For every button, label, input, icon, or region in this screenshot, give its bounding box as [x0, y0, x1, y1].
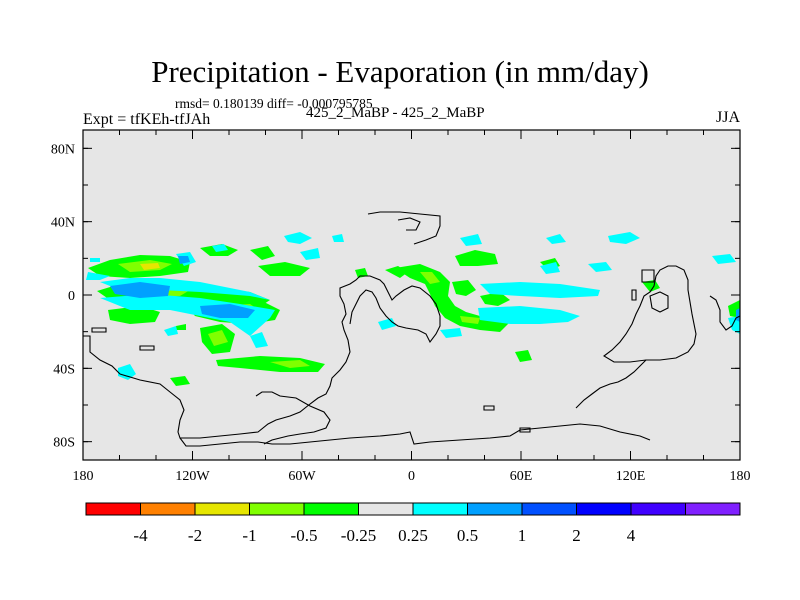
region-lime-io	[460, 316, 480, 324]
contour-fields	[86, 232, 740, 386]
lat-tick-label: 40N	[51, 216, 75, 231]
lon-tick-label: 60W	[288, 469, 316, 484]
colorbar-label: -0.25	[341, 526, 376, 545]
region-green-atlantic	[258, 262, 310, 276]
region-cyan-dateline-n	[712, 254, 736, 264]
coast-eurasia-north	[367, 211, 441, 245]
region-cyan-asia-ne	[546, 234, 566, 244]
region-cyan-np-east	[212, 244, 228, 252]
region-lime-africa	[420, 272, 440, 284]
region-cyan-pacific-n	[608, 232, 640, 244]
region-cyan-arctic-small	[90, 258, 100, 262]
coast-mediterranean	[397, 217, 421, 231]
region-cyan-mex	[284, 232, 312, 244]
lon-tick-label: 120E	[616, 469, 646, 484]
colorbar-swatch	[249, 502, 305, 516]
coast-americas	[83, 275, 441, 439]
region-cyan-io-eq	[478, 306, 580, 324]
region-green-indian	[455, 250, 498, 266]
region-green-south-pacific	[108, 306, 160, 324]
colorbar-swatch	[412, 502, 468, 516]
region-cyan-wp	[588, 262, 612, 272]
experiment-label: Expt = tfKEh-tfJAh	[83, 111, 211, 128]
coast-tasman	[709, 295, 740, 331]
center-subtitle: 425_2_MaBP - 425_2_MaBP	[306, 105, 485, 121]
colorbar-swatch	[630, 502, 686, 516]
lon-tick-label: 180	[730, 469, 751, 484]
region-green-cent-america	[250, 246, 275, 260]
colorbar-label: 0.5	[457, 526, 478, 545]
season-label: JJA	[716, 109, 741, 126]
region-green-west-africa	[395, 264, 510, 332]
colorbar-label: 1	[518, 526, 527, 545]
region-green-south-io	[515, 350, 532, 362]
region-lime-sp-south	[208, 330, 228, 346]
region-cyan-io	[480, 282, 600, 298]
colorbar-label: -2	[188, 526, 202, 545]
colorbar-swatch	[85, 502, 141, 516]
colorbar-label: 0.25	[398, 526, 428, 545]
map-title: Precipitation - Evaporation (in mm/day)	[151, 54, 649, 89]
colorbar-swatch	[467, 502, 523, 516]
colorbar-swatch	[521, 502, 577, 516]
colorbar-label: -0.5	[291, 526, 318, 545]
colorbar-swatch	[140, 502, 196, 516]
coast-small-isl-2	[139, 345, 155, 351]
lat-tick-label: 40S	[53, 362, 75, 377]
coast-small-isl-3	[483, 405, 495, 411]
continent-outlines	[83, 211, 740, 447]
region-yellow-nw-pacific	[140, 263, 160, 270]
region-cyan-south-pac	[118, 364, 136, 380]
colorbar-swatch	[194, 502, 250, 516]
coast-australia	[603, 265, 697, 363]
axis-ticks	[82, 130, 741, 460]
region-blue-equatorial-pacific	[200, 304, 255, 318]
lat-tick-label: 80N	[51, 142, 75, 157]
region-cyan-phil	[540, 262, 560, 274]
colorbar-label: -1	[242, 526, 256, 545]
colorbar: -4 -2 -1 -0.5 -0.25 0.25 0.5 1 2 4	[85, 502, 741, 545]
region-blue-tropical-pacific	[110, 282, 170, 298]
region-cyan-se-pacific	[250, 332, 268, 348]
colorbar-label: 2	[572, 526, 581, 545]
lat-tick-label: 0	[68, 289, 75, 304]
coast-antarctic	[179, 423, 651, 447]
axis-tick-labels: 80N 40N 0 40S 80S 180 120W 60W 0 60E 120E 180	[51, 142, 751, 484]
region-green-sp-small	[176, 324, 186, 330]
colorbar-label: -4	[133, 526, 148, 545]
region-blue-dateline-e	[736, 308, 740, 322]
region-cyan-sp-2	[164, 326, 178, 336]
coast-asia-arc	[575, 359, 647, 409]
region-blue-hawaii	[178, 256, 190, 264]
region-cyan-atl-trop	[300, 248, 320, 260]
region-cyan-asia-n	[460, 234, 482, 246]
region-green-equatorial-io	[480, 292, 510, 306]
coast-small-isl-1	[91, 327, 107, 333]
region-green-south-coast	[170, 376, 190, 386]
lon-tick-label: 120W	[175, 469, 210, 484]
colorbar-swatch	[303, 502, 359, 516]
coast-australia-inner	[649, 291, 669, 313]
region-lime-southern-band	[270, 360, 310, 368]
lon-tick-label: 0	[408, 469, 415, 484]
colorbar-label: 4	[627, 526, 636, 545]
region-cyan-atl	[332, 234, 344, 242]
lat-tick-label: 80S	[53, 436, 75, 451]
coast-small-isl-5	[641, 269, 655, 283]
colorbar-swatch	[576, 502, 632, 516]
coast-small-isl-6	[631, 289, 637, 301]
coast-small-isl-4	[519, 427, 531, 433]
region-green-wpac	[642, 280, 660, 292]
region-cyan-s-io	[440, 328, 462, 338]
coast-antarctic-west	[255, 391, 331, 445]
region-cyan-n-pacific	[86, 272, 110, 280]
stats-label: rmsd= 0.180139 diff= -0.000795785	[175, 96, 373, 111]
lon-tick-label: 60E	[510, 469, 533, 484]
lon-tick-label: 180	[73, 469, 94, 484]
colorbar-swatch	[358, 502, 414, 516]
region-green-southern-band	[216, 356, 325, 372]
region-green-india	[452, 280, 476, 296]
colorbar-swatch	[685, 502, 741, 516]
